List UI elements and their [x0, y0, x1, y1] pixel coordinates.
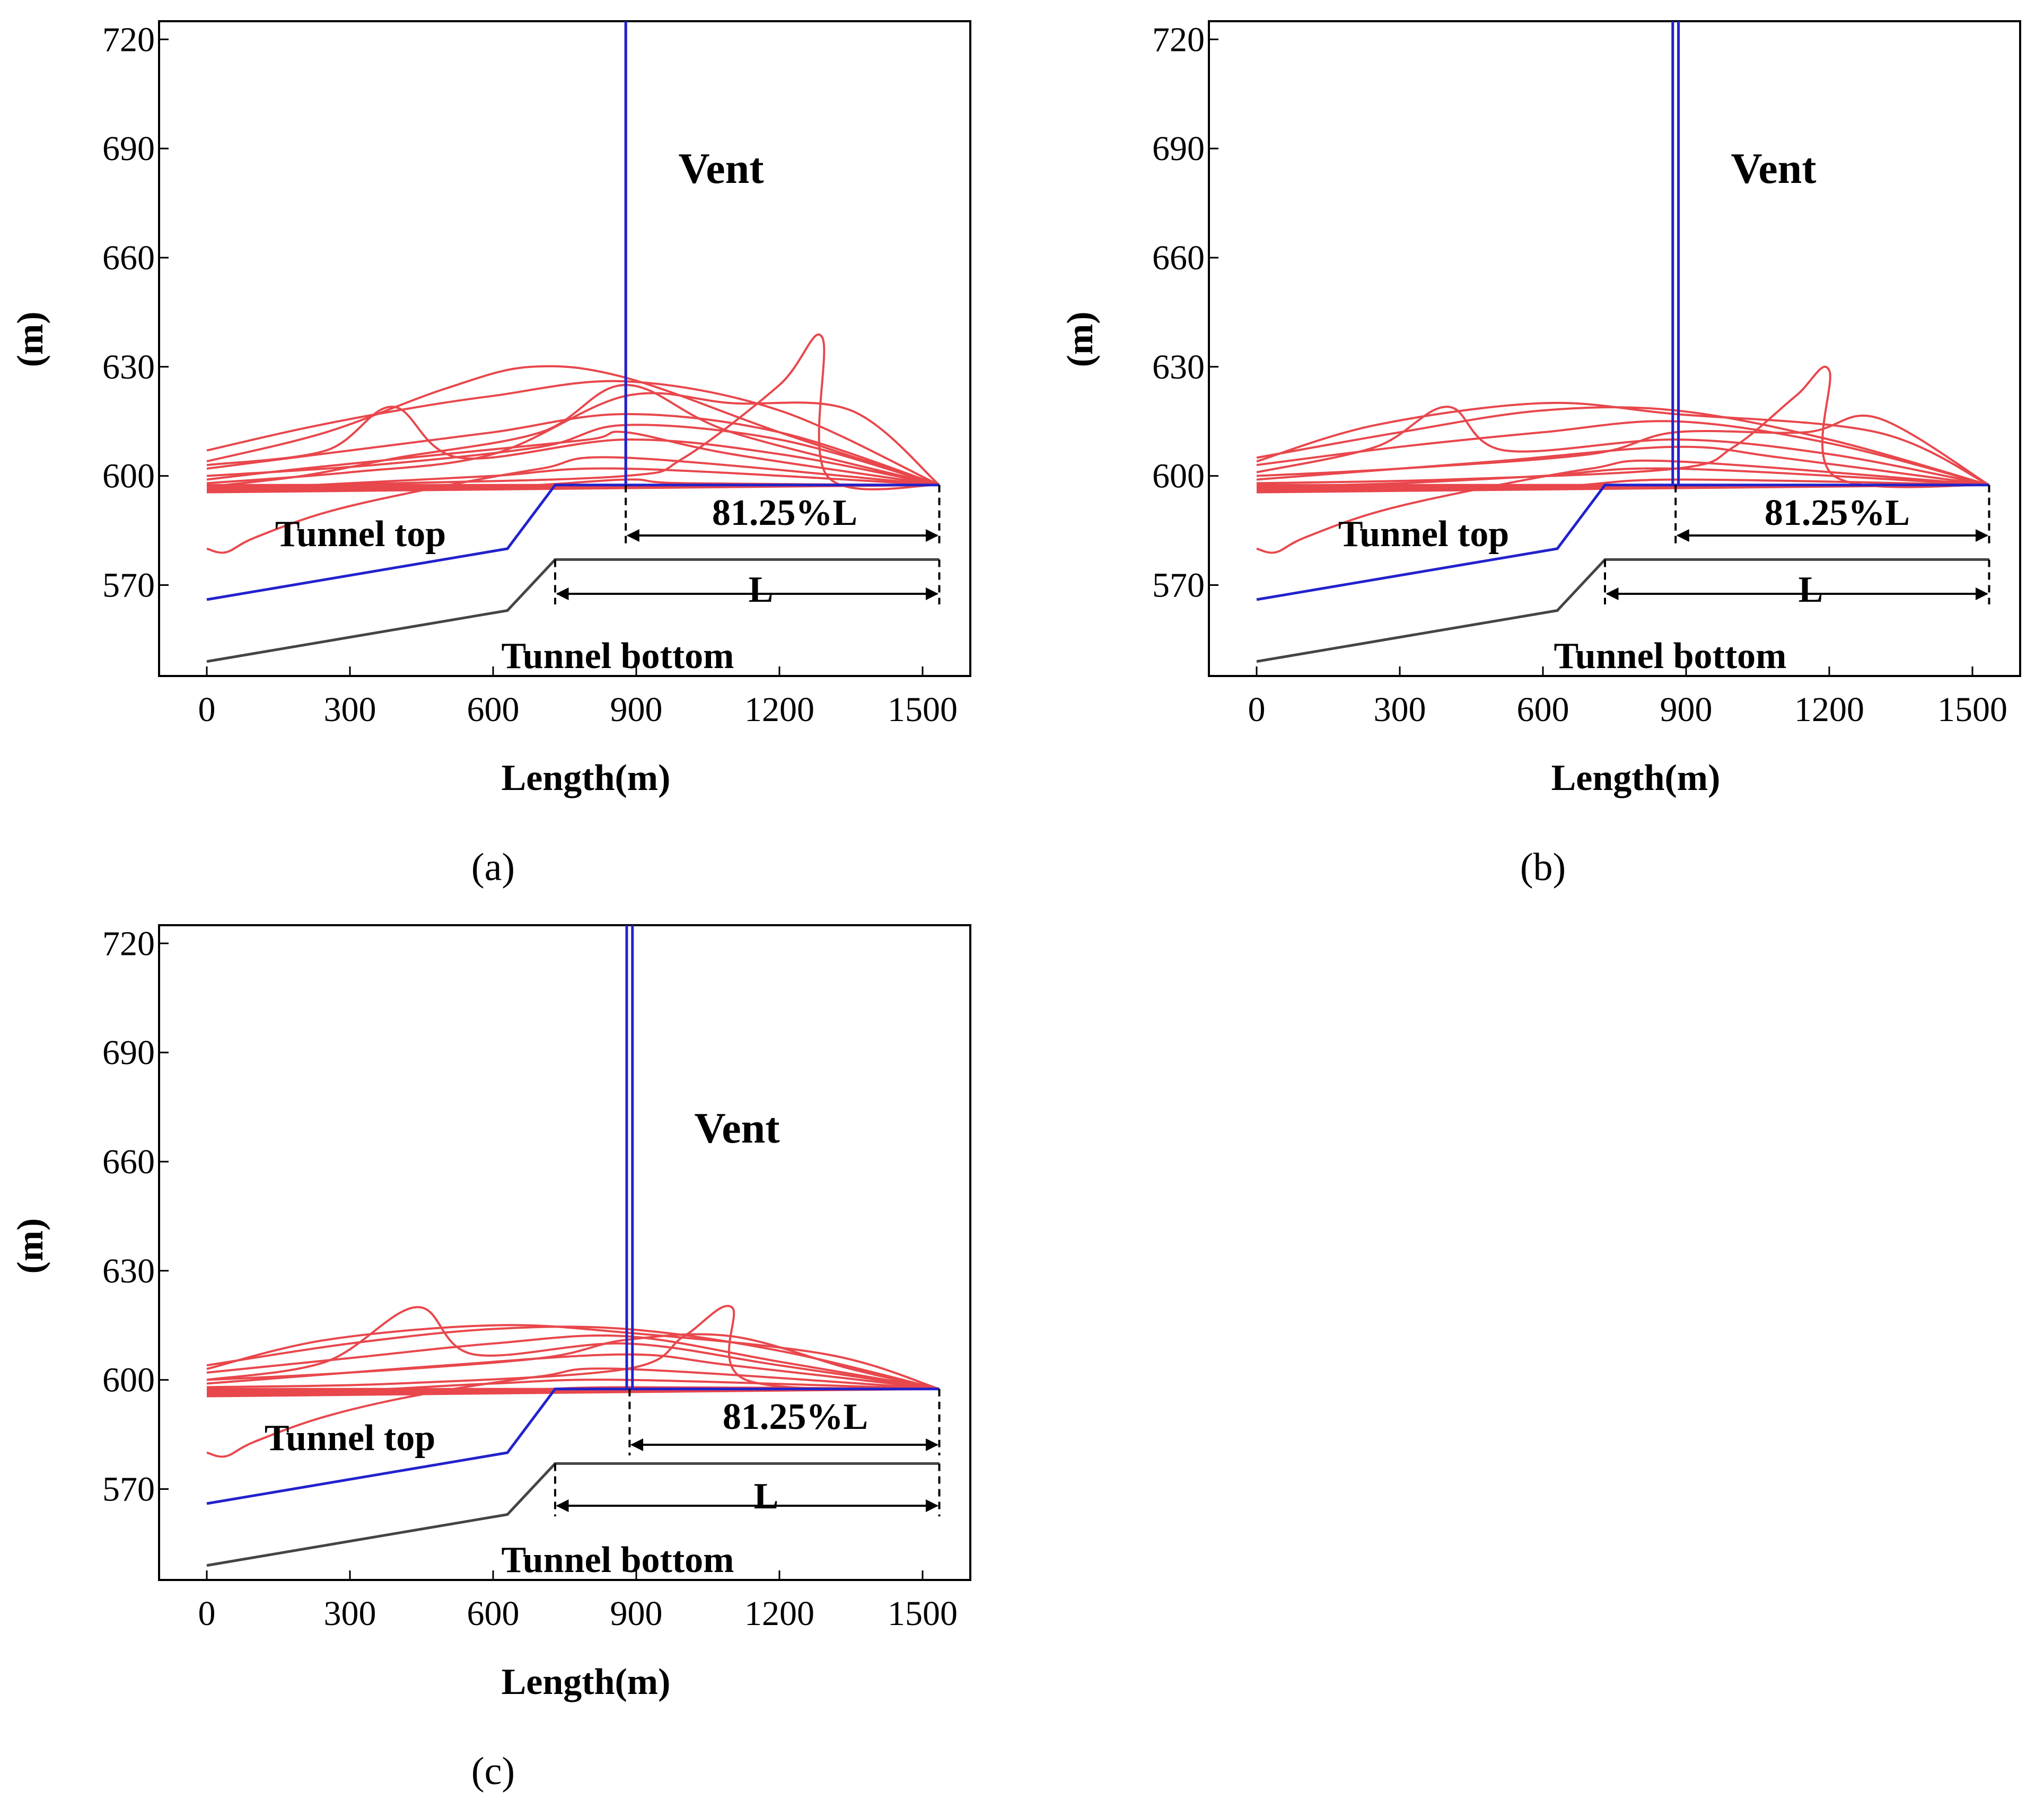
y-tick-label: 630: [102, 1252, 155, 1290]
x-tick-label: 1500: [888, 1594, 958, 1633]
chart-panel-2: 0 300 600 900 1200 1500 570 600 630 660 690 720 Leng…: [1060, 20, 2021, 889]
x-tick-label: 1200: [1794, 690, 1864, 729]
smoke-pathline-3: [1256, 420, 1990, 486]
smoke-pathline-1: [206, 380, 940, 486]
smoke-pathline-8: [206, 1353, 940, 1390]
length-dimension-label: L: [754, 1476, 779, 1517]
y-tick-label: 600: [102, 1361, 155, 1400]
vent-dimension-label: 81.25%L: [712, 493, 857, 533]
x-axis-title: Length(m): [502, 1662, 671, 1702]
y-tick-label: 570: [1152, 566, 1205, 604]
panel-label: (b): [1520, 846, 1566, 889]
y-tick-label: 720: [102, 924, 155, 963]
length-dimension-label: L: [1799, 569, 1823, 610]
x-tick-label: 1500: [888, 690, 958, 729]
vent-dimension-label: 81.25%L: [723, 1397, 868, 1437]
smoke-pathline-8: [1256, 445, 1989, 486]
tunnel-top-line: [206, 484, 940, 601]
plot-frame: [1208, 20, 2021, 677]
y-tick-label: 690: [102, 129, 155, 168]
y-tick-label: 690: [102, 1033, 155, 1072]
y-axis-title: (m): [1060, 312, 1101, 367]
x-tick-label: 1200: [744, 1594, 814, 1633]
x-tick-label: 1500: [1937, 690, 2007, 729]
length-dimension-label: L: [749, 569, 774, 610]
x-axis-title: Length(m): [502, 758, 671, 798]
vent-label: Vent: [1731, 144, 1817, 192]
x-axis-title: Length(m): [1551, 758, 1721, 798]
smoke-pathline-7: [206, 384, 940, 488]
vent-dimension-label: 81.25%L: [1765, 493, 1910, 533]
panel-label: (c): [471, 1750, 515, 1793]
tunnel-top-label: Tunnel top: [1338, 514, 1509, 555]
x-tick-label: 600: [467, 1594, 520, 1633]
y-tick-label: 660: [102, 239, 155, 277]
y-tick-label: 600: [1152, 457, 1205, 496]
tunnel-bottom-line: [206, 558, 940, 663]
tunnel-top-line: [206, 1388, 940, 1505]
x-tick-label: 1200: [744, 690, 814, 729]
smoke-pathline-7: [1256, 459, 1989, 554]
x-tick-label: 300: [1374, 690, 1426, 729]
smoke-pathline-5: [206, 392, 940, 486]
y-tick-label: 720: [1152, 20, 1205, 59]
vent-label: Vent: [695, 1104, 780, 1152]
panel-label: (a): [471, 846, 515, 889]
x-tick-label: 900: [1660, 690, 1713, 729]
y-tick-label: 570: [102, 566, 155, 604]
y-tick-label: 570: [102, 1470, 155, 1508]
tunnel-top-label: Tunnel top: [275, 514, 446, 555]
smoke-pathline-4: [206, 1306, 940, 1390]
smoke-pathline-2: [206, 1324, 940, 1390]
x-tick-label: 300: [324, 690, 376, 729]
tunnel-top-line: [1256, 484, 1989, 601]
y-tick-label: 690: [1152, 129, 1205, 168]
x-tick-label: 900: [610, 1594, 663, 1633]
tunnel-bottom-label: Tunnel bottom: [502, 636, 734, 677]
plot-frame: [158, 924, 971, 1581]
y-tick-label: 660: [102, 1143, 155, 1181]
tunnel-bottom-line: [1256, 558, 1989, 663]
tunnel-bottom-label: Tunnel bottom: [1554, 636, 1787, 677]
y-tick-label: 630: [102, 348, 155, 387]
smoke-pathline-9: [206, 456, 940, 554]
tunnel-bottom-line: [206, 1462, 940, 1567]
x-tick-label: 0: [198, 1594, 216, 1633]
x-tick-label: 900: [610, 690, 663, 729]
vent-label: Vent: [679, 144, 764, 192]
y-tick-label: 720: [102, 20, 155, 59]
y-tick-label: 600: [102, 457, 155, 496]
smoke-pathline-6: [206, 406, 940, 486]
plot-area: [1256, 21, 1990, 663]
y-axis-title: (m): [10, 312, 51, 367]
x-tick-label: 600: [467, 690, 520, 729]
smoke-pathline-8: [206, 333, 940, 490]
smoke-pathline-10: [206, 431, 940, 486]
chart-panel-1: 0 300 600 900 1200 1500 570 600 630 660 690 720 Leng…: [10, 20, 971, 889]
plot-frame: [158, 20, 971, 677]
smoke-pathline-4: [1256, 406, 1989, 486]
tunnel-top-label: Tunnel top: [265, 1418, 435, 1459]
x-tick-label: 0: [198, 690, 216, 729]
x-tick-label: 600: [1517, 690, 1569, 729]
y-tick-label: 630: [1152, 348, 1205, 387]
y-axis-title: (m): [10, 1218, 51, 1274]
x-tick-label: 0: [1248, 690, 1266, 729]
smoke-pathline-2: [1256, 401, 1990, 486]
plot-area: [206, 925, 940, 1567]
chart-panel-3: 0 300 600 900 1200 1500 570 600 630 660 690 720 Leng…: [10, 924, 971, 1793]
x-tick-label: 300: [324, 1594, 376, 1633]
y-tick-label: 660: [1152, 239, 1205, 277]
plot-area: [206, 21, 940, 663]
tunnel-bottom-label: Tunnel bottom: [502, 1540, 734, 1581]
